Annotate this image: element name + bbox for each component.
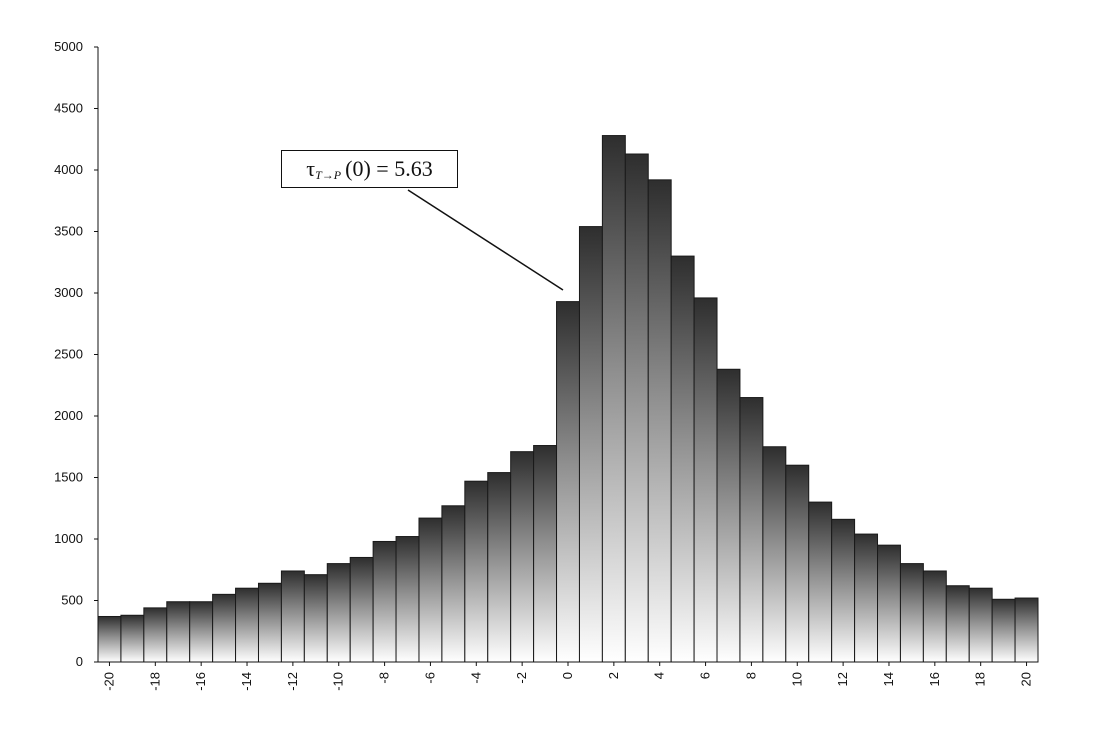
y-tick-label: 1500 <box>54 470 83 485</box>
y-tick-label: 2000 <box>54 408 83 423</box>
bar-x--12 <box>280 570 305 663</box>
y-tick-label: 1000 <box>54 531 83 546</box>
bar-x-5 <box>670 255 695 663</box>
bar-x--5 <box>441 505 466 663</box>
bar-x-10 <box>785 464 810 663</box>
x-tick-label: -6 <box>422 672 437 684</box>
bar-x-17 <box>945 585 970 663</box>
x-tick-label: 10 <box>789 672 804 686</box>
bar-x-18 <box>968 587 993 663</box>
x-tick-label: 16 <box>927 672 942 686</box>
x-tick-label: -4 <box>468 672 483 684</box>
x-tick-label: -20 <box>101 672 116 691</box>
x-tick-label: -12 <box>285 672 300 691</box>
y-tick-label: 500 <box>61 593 83 608</box>
bars-group <box>97 135 1039 663</box>
bar-x-13 <box>854 533 879 663</box>
bar-x--10 <box>326 563 351 663</box>
bar-x--2 <box>510 451 535 663</box>
bar-x-0 <box>556 301 580 663</box>
bar-x--14 <box>235 587 259 663</box>
y-tick-label: 3500 <box>54 224 83 239</box>
y-tick-label: 4000 <box>54 162 83 177</box>
x-tick-label: 12 <box>835 672 850 686</box>
y-tick-label: 3000 <box>54 285 83 300</box>
x-tick-label: 14 <box>881 672 896 686</box>
x-tick-label: -14 <box>239 672 254 691</box>
y-tick-label: 5000 <box>54 39 83 54</box>
bar-x--17 <box>166 601 191 663</box>
bar-x--8 <box>372 540 397 663</box>
y-tick-label: 2500 <box>54 347 83 362</box>
x-tick-label: 0 <box>560 672 575 679</box>
bar-x-6 <box>693 297 718 663</box>
x-tick-label: -10 <box>331 672 346 691</box>
y-ticks: 0 500 1000 1500 2000 2500 3000 3500 4000 4500 5000 <box>54 39 98 669</box>
bar-x-3 <box>624 153 649 663</box>
x-tick-label: -18 <box>147 672 162 691</box>
x-tick-label: 6 <box>698 672 713 679</box>
bar-x-7 <box>716 368 741 663</box>
bar-x-4 <box>647 179 672 663</box>
bar-x--4 <box>464 480 489 663</box>
x-tick-label: 2 <box>606 672 621 679</box>
bar-x--7 <box>395 536 420 663</box>
x-tick-label: -2 <box>514 672 529 684</box>
bar-x--6 <box>418 517 443 663</box>
annotation-symbol: τ <box>306 156 316 181</box>
bar-x-9 <box>762 446 787 663</box>
bar-x--20 <box>97 615 122 663</box>
y-tick-label: 0 <box>76 654 83 669</box>
x-tick-label: 20 <box>1019 672 1034 686</box>
bar-x--19 <box>120 614 145 663</box>
x-tick-label: 8 <box>743 672 758 679</box>
annotation-leader-line <box>407 189 564 291</box>
bar-x-19 <box>991 598 1016 663</box>
x-tick-label: 4 <box>652 672 667 679</box>
bar-x--13 <box>257 582 282 663</box>
x-tick-label: 18 <box>973 672 988 686</box>
bar-x--18 <box>143 607 168 663</box>
y-tick-label: 4500 <box>54 101 83 116</box>
bar-x-16 <box>922 570 947 663</box>
bar-x-15 <box>899 563 924 663</box>
bar-x--15 <box>212 593 237 663</box>
bar-x--3 <box>487 472 512 663</box>
annotation-text: (0) = 5.63 <box>345 156 433 181</box>
bar-x--1 <box>533 445 558 663</box>
annotation-subscript: T→P <box>315 167 342 182</box>
bar-x-2 <box>601 135 626 663</box>
bar-x-8 <box>739 397 764 663</box>
bar-x-20 <box>1014 597 1039 663</box>
annotation-label: τ T→P (0) = 5.63 <box>281 150 458 188</box>
x-tick-label: -16 <box>193 672 208 691</box>
bar-x-14 <box>877 544 901 663</box>
bar-x-1 <box>578 226 603 663</box>
x-ticks: -20 -18 -16 -14 -12 -10 -8 -6 -4 -2 0 2 4 6 8 10 12 14 16 1… <box>101 662 1034 691</box>
bar-x--9 <box>349 556 374 663</box>
x-tick-label: -8 <box>377 672 392 684</box>
bar-x-12 <box>831 518 856 663</box>
bar-x--16 <box>189 601 214 663</box>
bar-x--11 <box>303 574 328 663</box>
bar-x-11 <box>808 501 833 663</box>
